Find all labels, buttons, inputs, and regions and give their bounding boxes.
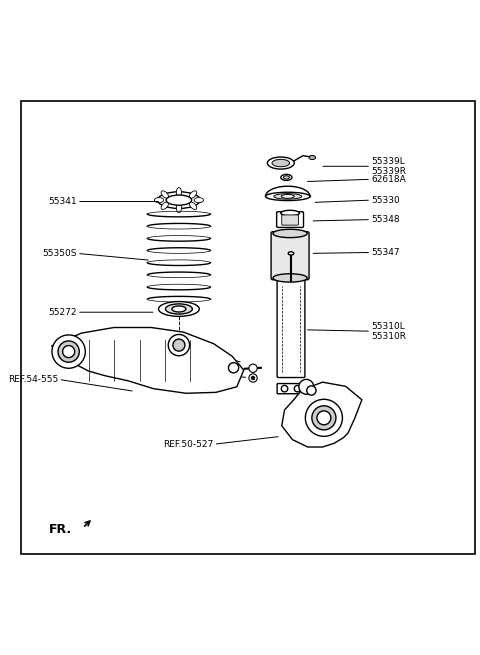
- FancyBboxPatch shape: [271, 232, 309, 280]
- Ellipse shape: [189, 202, 197, 210]
- Text: 55350S: 55350S: [43, 249, 77, 258]
- Text: FR.: FR.: [49, 523, 72, 536]
- Ellipse shape: [176, 187, 181, 197]
- Circle shape: [307, 386, 316, 395]
- Ellipse shape: [176, 203, 181, 213]
- Text: 55272: 55272: [48, 308, 77, 317]
- Circle shape: [249, 364, 257, 373]
- Ellipse shape: [283, 176, 289, 179]
- Circle shape: [251, 376, 255, 380]
- FancyBboxPatch shape: [276, 212, 303, 227]
- Text: 55348: 55348: [371, 215, 400, 224]
- Circle shape: [305, 400, 342, 436]
- Ellipse shape: [274, 194, 301, 199]
- FancyBboxPatch shape: [282, 215, 299, 225]
- Ellipse shape: [161, 191, 168, 198]
- Ellipse shape: [272, 159, 289, 167]
- Ellipse shape: [273, 229, 307, 238]
- Circle shape: [62, 346, 75, 358]
- Circle shape: [228, 363, 239, 373]
- Circle shape: [294, 385, 301, 392]
- Circle shape: [281, 385, 288, 392]
- Circle shape: [173, 339, 185, 351]
- Ellipse shape: [288, 252, 294, 255]
- Text: 62617B: 62617B: [168, 349, 202, 358]
- Ellipse shape: [155, 198, 164, 202]
- Text: 62618A: 62618A: [371, 175, 406, 184]
- Text: 55339L
55339R: 55339L 55339R: [371, 157, 406, 176]
- Ellipse shape: [189, 191, 197, 198]
- Text: 55255: 55255: [173, 369, 202, 379]
- Circle shape: [317, 411, 331, 425]
- Ellipse shape: [265, 192, 310, 200]
- Ellipse shape: [158, 301, 199, 316]
- Ellipse shape: [281, 195, 294, 198]
- Ellipse shape: [309, 155, 315, 160]
- Polygon shape: [282, 382, 362, 447]
- Text: 55347: 55347: [371, 248, 400, 257]
- Ellipse shape: [172, 306, 186, 312]
- Circle shape: [312, 406, 336, 430]
- Circle shape: [299, 379, 314, 394]
- Ellipse shape: [166, 195, 192, 205]
- Circle shape: [52, 335, 85, 368]
- Text: 55341: 55341: [48, 197, 77, 206]
- Ellipse shape: [157, 192, 200, 208]
- Circle shape: [58, 341, 79, 362]
- FancyBboxPatch shape: [277, 280, 305, 377]
- FancyBboxPatch shape: [277, 384, 305, 394]
- Ellipse shape: [273, 274, 307, 282]
- Ellipse shape: [166, 304, 192, 314]
- Circle shape: [249, 374, 257, 382]
- Text: 55310L
55310R: 55310L 55310R: [371, 322, 406, 341]
- Text: 55330: 55330: [371, 196, 400, 204]
- Ellipse shape: [161, 202, 168, 210]
- FancyBboxPatch shape: [22, 100, 475, 555]
- Text: REF.54-555: REF.54-555: [8, 375, 59, 384]
- Ellipse shape: [194, 198, 204, 202]
- Ellipse shape: [281, 210, 300, 216]
- Ellipse shape: [281, 174, 292, 180]
- Ellipse shape: [267, 157, 294, 169]
- Polygon shape: [51, 328, 244, 393]
- Circle shape: [168, 335, 190, 356]
- Text: REF.50-527: REF.50-527: [163, 440, 214, 449]
